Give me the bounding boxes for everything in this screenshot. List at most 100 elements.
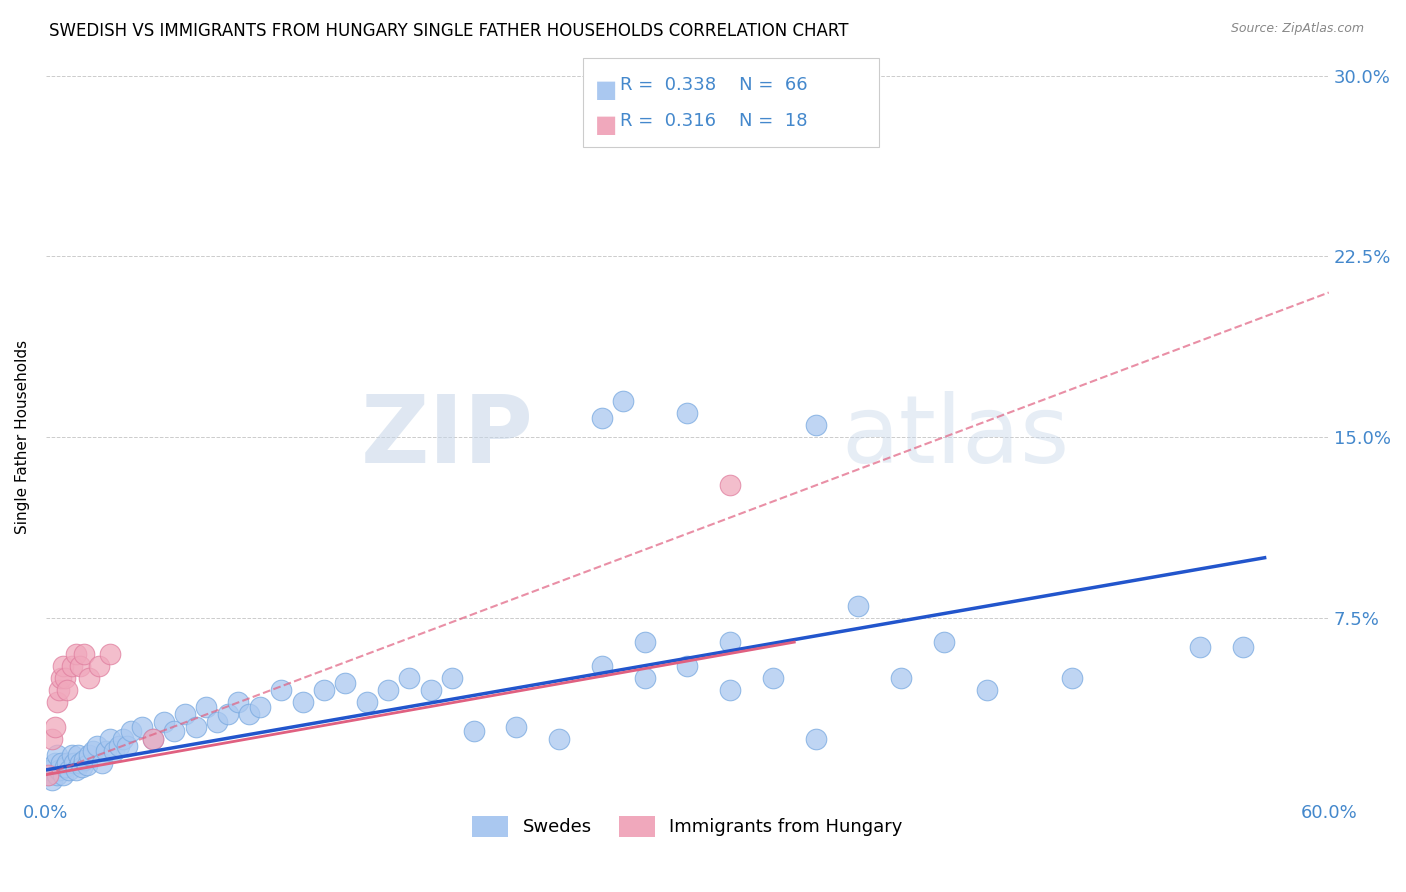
Point xyxy=(41,772,63,787)
Point xyxy=(60,659,83,673)
Point xyxy=(44,756,66,770)
Point xyxy=(633,635,655,649)
Point xyxy=(49,756,72,770)
Text: R =  0.338    N =  66: R = 0.338 N = 66 xyxy=(620,76,807,94)
Point xyxy=(115,739,138,753)
Point xyxy=(377,683,399,698)
Point xyxy=(82,743,104,757)
Point xyxy=(932,635,955,649)
Point xyxy=(76,758,98,772)
Point xyxy=(142,731,165,746)
Point xyxy=(131,719,153,733)
Point xyxy=(72,760,94,774)
Point xyxy=(49,671,72,685)
Point xyxy=(291,695,314,709)
Point xyxy=(152,714,174,729)
Text: R =  0.316    N =  18: R = 0.316 N = 18 xyxy=(620,112,807,129)
Text: atlas: atlas xyxy=(841,392,1070,483)
Point xyxy=(103,743,125,757)
Point xyxy=(39,763,62,777)
Point xyxy=(718,683,741,698)
Point xyxy=(1232,640,1254,654)
Point xyxy=(356,695,378,709)
Point xyxy=(98,731,121,746)
Point xyxy=(67,748,90,763)
Point xyxy=(548,731,571,746)
Point xyxy=(53,671,76,685)
Text: ZIP: ZIP xyxy=(360,392,533,483)
Point xyxy=(98,647,121,661)
Point xyxy=(89,659,111,673)
Point xyxy=(1062,671,1084,685)
Point xyxy=(174,707,197,722)
Point xyxy=(249,700,271,714)
Point xyxy=(52,659,75,673)
Point xyxy=(217,707,239,722)
Point xyxy=(184,719,207,733)
Point xyxy=(804,731,827,746)
Point xyxy=(65,647,87,661)
Point xyxy=(56,683,79,698)
Point xyxy=(676,659,699,673)
Point xyxy=(463,724,485,739)
Point xyxy=(37,768,59,782)
Point xyxy=(45,748,67,763)
Point xyxy=(591,410,613,425)
Point xyxy=(142,731,165,746)
Point xyxy=(804,418,827,433)
Point xyxy=(86,739,108,753)
Point xyxy=(890,671,912,685)
Point xyxy=(848,599,870,613)
Point xyxy=(44,719,66,733)
Y-axis label: Single Father Households: Single Father Households xyxy=(15,340,30,534)
Legend: Swedes, Immigrants from Hungary: Swedes, Immigrants from Hungary xyxy=(465,809,910,844)
Point xyxy=(163,724,186,739)
Point xyxy=(65,763,87,777)
Point xyxy=(60,748,83,763)
Text: Source: ZipAtlas.com: Source: ZipAtlas.com xyxy=(1230,22,1364,36)
Point xyxy=(77,748,100,763)
Point xyxy=(90,756,112,770)
Point xyxy=(53,760,76,774)
Point xyxy=(676,406,699,420)
Point xyxy=(718,635,741,649)
Point xyxy=(121,724,143,739)
Point xyxy=(591,659,613,673)
Point xyxy=(505,719,527,733)
Point xyxy=(58,763,80,777)
Point xyxy=(195,700,218,714)
Point xyxy=(441,671,464,685)
Point xyxy=(45,768,67,782)
Text: ■: ■ xyxy=(595,113,617,137)
Point xyxy=(37,768,59,782)
Point xyxy=(335,676,357,690)
Point xyxy=(56,756,79,770)
Point xyxy=(62,756,84,770)
Point xyxy=(94,743,117,757)
Point xyxy=(976,683,998,698)
Point xyxy=(612,394,634,409)
Point xyxy=(312,683,335,698)
Point xyxy=(73,647,96,661)
Point xyxy=(228,695,250,709)
Point xyxy=(48,683,70,698)
Text: SWEDISH VS IMMIGRANTS FROM HUNGARY SINGLE FATHER HOUSEHOLDS CORRELATION CHART: SWEDISH VS IMMIGRANTS FROM HUNGARY SINGL… xyxy=(49,22,849,40)
Point xyxy=(111,731,134,746)
Point xyxy=(69,659,91,673)
Point xyxy=(77,671,100,685)
Point xyxy=(41,731,63,746)
Point xyxy=(633,671,655,685)
Point xyxy=(270,683,292,698)
Point xyxy=(73,753,96,767)
Text: ■: ■ xyxy=(595,78,617,102)
Point xyxy=(398,671,420,685)
Point xyxy=(238,707,260,722)
Point xyxy=(107,739,129,753)
Point xyxy=(1189,640,1212,654)
Point xyxy=(52,768,75,782)
Point xyxy=(718,478,741,492)
Point xyxy=(419,683,441,698)
Point xyxy=(762,671,785,685)
Point xyxy=(69,756,91,770)
Point xyxy=(48,763,70,777)
